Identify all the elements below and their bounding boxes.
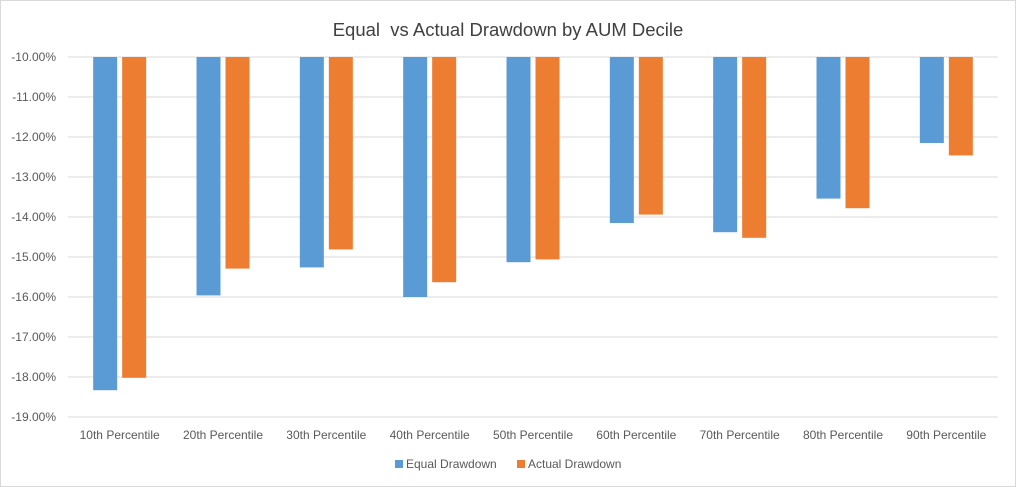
bar-equal-drawdown — [713, 57, 738, 233]
bar-equal-drawdown — [299, 57, 324, 268]
y-tick-label: -18.00% — [11, 370, 56, 384]
bar-actual-drawdown — [638, 57, 663, 215]
x-tick-label: 90th Percentile — [906, 428, 986, 442]
x-tick-label: 10th Percentile — [80, 428, 160, 442]
x-tick-label: 30th Percentile — [286, 428, 366, 442]
bar-actual-drawdown — [328, 57, 353, 250]
x-tick-label: 70th Percentile — [700, 428, 780, 442]
x-tick-label: 40th Percentile — [390, 428, 470, 442]
y-tick-label: -14.00% — [11, 210, 56, 224]
bar-equal-drawdown — [919, 57, 944, 143]
y-tick-label: -15.00% — [11, 250, 56, 264]
chart-title: Equal vs Actual Drawdown by AUM Decile — [332, 19, 684, 40]
bar-actual-drawdown — [535, 57, 560, 260]
x-tick-label: 20th Percentile — [183, 428, 263, 442]
x-tick-label: 60th Percentile — [596, 428, 676, 442]
y-tick-label: -16.00% — [11, 290, 56, 304]
bar-equal-drawdown — [816, 57, 841, 199]
bar-actual-drawdown — [225, 57, 250, 269]
x-tick-label: 80th Percentile — [803, 428, 883, 442]
bar-equal-drawdown — [506, 57, 531, 263]
bar-actual-drawdown — [742, 57, 767, 238]
bar-equal-drawdown — [196, 57, 221, 296]
bar-equal-drawdown — [93, 57, 118, 391]
y-tick-label: -12.00% — [11, 130, 56, 144]
y-tick-label: -11.00% — [12, 90, 56, 104]
legend-swatch — [517, 460, 525, 468]
y-tick-label: -17.00% — [11, 330, 56, 344]
legend-swatch — [395, 460, 403, 468]
legend-label: Actual Drawdown — [528, 457, 621, 471]
legend-label: Equal Drawdown — [406, 457, 497, 471]
bar-actual-drawdown — [948, 57, 973, 156]
bar-actual-drawdown — [432, 57, 457, 283]
bar-actual-drawdown — [845, 57, 870, 209]
bar-equal-drawdown — [403, 57, 428, 297]
bar-actual-drawdown — [122, 57, 147, 378]
x-tick-label: 50th Percentile — [493, 428, 573, 442]
y-tick-label: -13.00% — [11, 170, 56, 184]
bar-equal-drawdown — [609, 57, 634, 223]
y-tick-label: -19.00% — [11, 410, 56, 424]
y-tick-label: -10.00% — [11, 50, 56, 64]
